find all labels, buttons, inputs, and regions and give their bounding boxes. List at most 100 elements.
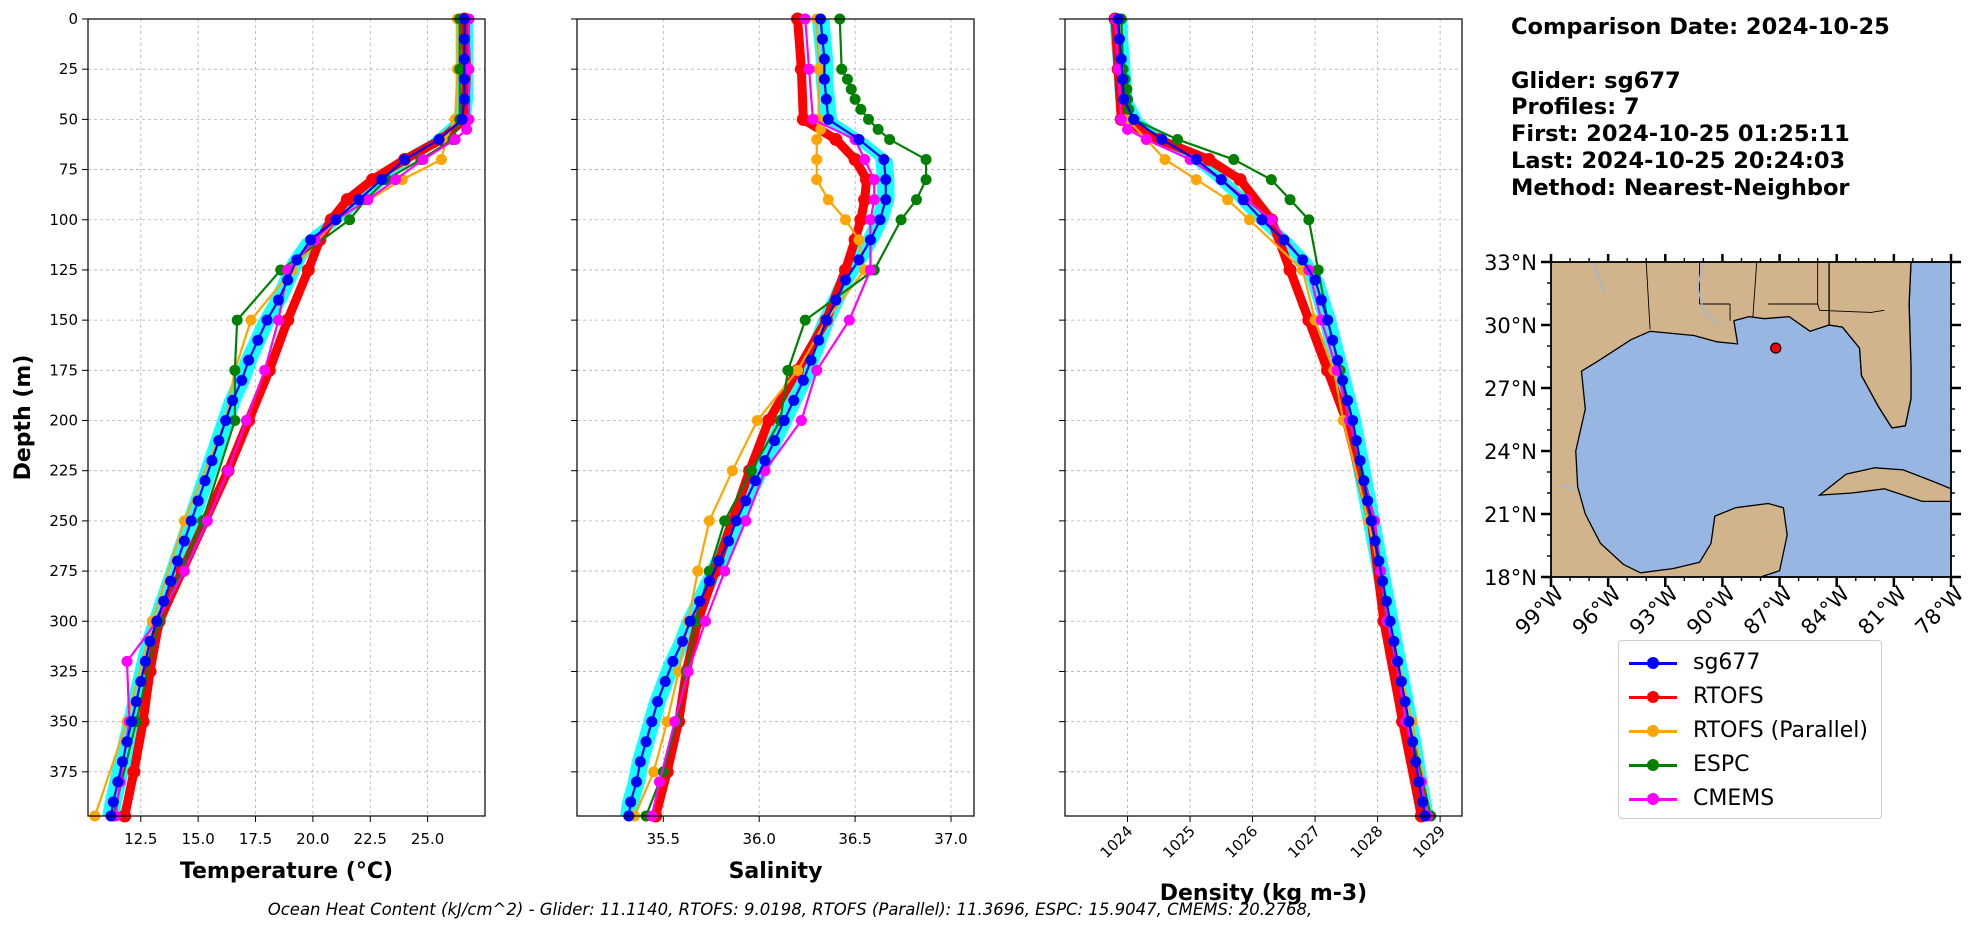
state-border <box>1870 309 1885 313</box>
legend-item-cmems: CMEMS <box>1619 784 1881 814</box>
legend-marker <box>1647 725 1659 737</box>
data-point <box>730 515 742 527</box>
data-point <box>920 174 932 186</box>
y-tick-label: 350 <box>49 713 78 731</box>
x-tick-label: 1027 <box>1284 822 1324 862</box>
data-point <box>713 555 725 567</box>
data-point <box>362 194 374 206</box>
panel-2: 35.5 36.0 36.5 37.0 Salinity <box>571 12 975 884</box>
glider-profile-band <box>102 19 474 816</box>
data-point <box>797 374 809 386</box>
data-point <box>854 213 868 227</box>
data-point <box>874 214 886 226</box>
data-point <box>281 313 295 327</box>
data-point <box>1407 736 1419 748</box>
map-lon-label: 99°W <box>1511 581 1569 639</box>
data-point <box>1332 354 1344 366</box>
data-point <box>640 736 652 748</box>
data-point <box>1215 174 1227 186</box>
data-point <box>1327 334 1339 346</box>
data-point <box>719 565 731 577</box>
data-point <box>630 776 642 788</box>
method: Method: Nearest-Neighbor <box>1511 174 1850 201</box>
data-point <box>282 274 294 286</box>
data-point <box>782 364 794 376</box>
data-point <box>1283 263 1297 277</box>
data-point <box>769 435 781 447</box>
data-point <box>220 415 232 427</box>
series-line-cmems <box>114 19 471 817</box>
data-point <box>1156 133 1168 145</box>
data-point <box>1399 696 1411 708</box>
data-point <box>859 154 871 166</box>
data-point <box>305 234 317 246</box>
data-point <box>1265 214 1277 226</box>
map-lat-label: 21°N <box>1484 503 1537 527</box>
data-point <box>1237 194 1249 206</box>
data-point <box>1395 675 1407 687</box>
series-line-espc <box>112 19 461 817</box>
x-tick-label: 1026 <box>1222 822 1262 862</box>
map-lon-label: 87°W <box>1739 581 1797 639</box>
data-point <box>813 63 825 75</box>
data-point <box>822 194 834 206</box>
data-point <box>458 33 470 45</box>
state-border <box>1817 303 1821 311</box>
data-point <box>1159 154 1171 166</box>
legend-item-rtofs-parallel: RTOFS (Parallel) <box>1619 716 1881 746</box>
data-point <box>178 535 190 547</box>
data-point <box>811 174 823 186</box>
data-point <box>816 33 828 45</box>
data-point <box>463 63 475 75</box>
data-point <box>261 314 273 326</box>
data-point <box>813 334 825 346</box>
data-point <box>185 515 197 527</box>
x-axis-label: Salinity <box>729 859 823 884</box>
y-tick-label: 375 <box>49 763 78 781</box>
data-point <box>252 334 264 346</box>
data-point <box>830 294 842 306</box>
data-point <box>1315 294 1327 306</box>
legend-marker <box>1647 759 1659 771</box>
data-point <box>1417 796 1429 808</box>
x-tick-label: 22.5 <box>354 830 387 848</box>
data-point <box>803 63 815 75</box>
data-point <box>920 154 932 166</box>
y-tick-label: 200 <box>49 412 78 430</box>
x-tick-label: 36.5 <box>838 830 871 848</box>
data-point <box>778 415 790 427</box>
data-point <box>853 254 865 266</box>
data-point <box>872 123 884 135</box>
data-point <box>811 133 823 145</box>
data-point <box>703 575 715 587</box>
data-point <box>165 575 177 587</box>
data-point <box>458 93 470 105</box>
data-point <box>1128 113 1140 125</box>
data-point <box>206 455 218 467</box>
data-point <box>1278 234 1290 246</box>
river <box>1560 483 1576 490</box>
data-point <box>855 103 867 115</box>
river <box>1592 261 1605 294</box>
data-point <box>1284 194 1296 206</box>
data-point <box>719 515 731 527</box>
data-point <box>805 354 817 366</box>
data-point <box>676 635 688 647</box>
data-point <box>171 555 183 567</box>
data-point <box>864 214 876 226</box>
data-point <box>692 565 704 577</box>
data-point <box>1113 33 1125 45</box>
y-axis-label: Depth (m) <box>11 355 36 481</box>
map-frame <box>1550 261 1952 578</box>
x-axis-label: Temperature (°C) <box>180 859 393 884</box>
series-line-sg677 <box>109 19 466 817</box>
data-point <box>229 364 241 376</box>
data-point <box>762 414 776 428</box>
data-point <box>848 153 862 167</box>
data-point <box>840 274 852 286</box>
last-time: Last: 2024-10-25 20:24:03 <box>1511 147 1846 174</box>
florida <box>1828 261 1912 429</box>
data-point <box>399 154 411 166</box>
y-tick-label: 150 <box>49 311 78 329</box>
series-line-rtofs <box>120 18 472 817</box>
